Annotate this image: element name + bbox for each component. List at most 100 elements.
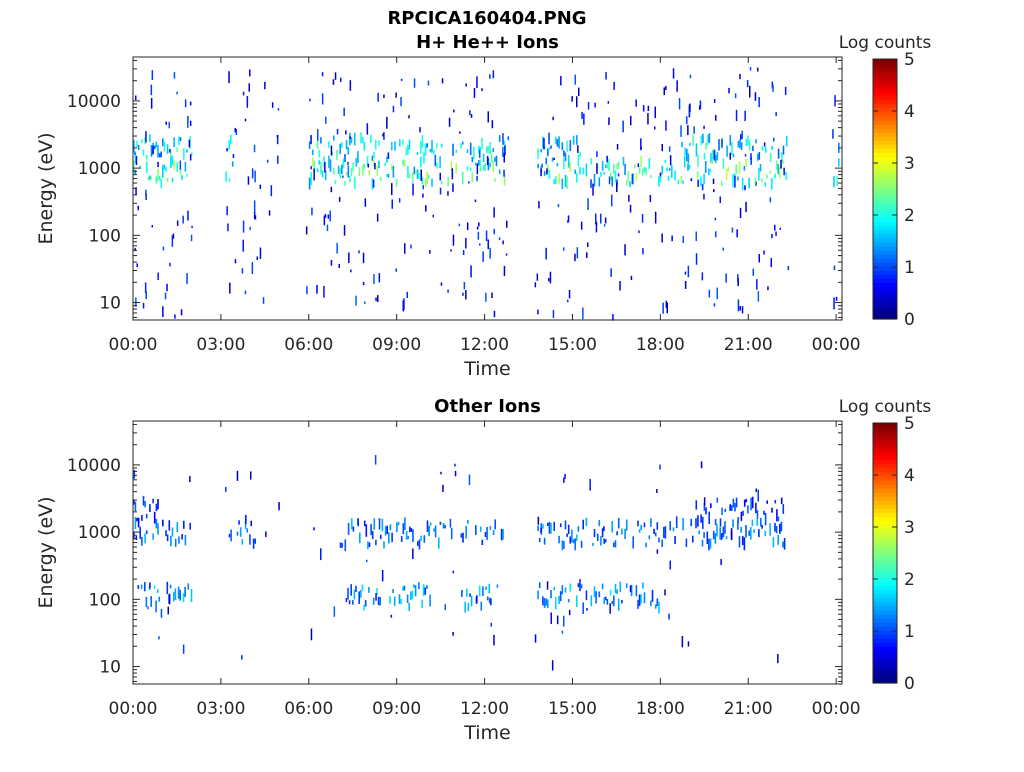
count-mark	[149, 175, 151, 180]
count-mark	[176, 220, 179, 226]
count-mark	[743, 499, 746, 507]
count-mark	[488, 597, 491, 604]
count-mark	[763, 250, 765, 255]
count-mark	[189, 476, 191, 482]
count-mark	[168, 593, 171, 605]
count-mark	[142, 149, 145, 156]
count-mark	[265, 531, 267, 538]
count-mark	[433, 528, 435, 532]
count-mark	[601, 583, 604, 590]
colorbar-segment	[873, 561, 897, 566]
count-mark	[542, 596, 544, 606]
count-mark	[256, 256, 258, 260]
count-mark	[616, 182, 618, 193]
count-mark	[469, 142, 472, 156]
count-mark	[329, 210, 331, 222]
count-mark	[680, 176, 683, 184]
colorbar-segment	[873, 229, 897, 235]
count-mark	[719, 518, 722, 527]
count-mark	[403, 159, 406, 168]
count-mark	[608, 159, 610, 172]
count-mark	[486, 156, 489, 165]
count-mark	[364, 301, 366, 304]
count-mark	[709, 169, 712, 173]
count-mark	[244, 118, 247, 122]
count-mark	[580, 540, 583, 548]
colorbar-segment	[873, 59, 897, 64]
count-mark	[461, 590, 463, 597]
colorbar-segment	[873, 193, 897, 198]
count-mark	[722, 247, 724, 251]
colorbar-segment	[873, 439, 897, 444]
count-mark	[330, 186, 333, 193]
count-mark	[725, 536, 728, 540]
colorbar-segment	[873, 565, 897, 570]
colorbar-segment	[873, 99, 897, 105]
count-mark	[642, 582, 644, 589]
count-mark	[165, 121, 167, 125]
count-mark	[345, 130, 347, 135]
count-mark	[749, 85, 751, 98]
count-mark	[155, 176, 158, 184]
count-mark	[680, 125, 682, 137]
count-mark	[142, 496, 145, 506]
count-mark	[567, 154, 570, 168]
count-mark	[780, 521, 783, 532]
count-mark	[473, 88, 476, 98]
count-mark	[248, 83, 250, 92]
count-mark	[135, 536, 138, 541]
colorbar-segment	[873, 258, 897, 263]
count-mark	[731, 505, 733, 511]
count-mark	[372, 597, 375, 605]
count-mark	[745, 525, 747, 538]
colorbar-tick-label: 3	[904, 518, 915, 538]
count-mark	[145, 189, 147, 195]
count-mark	[756, 279, 758, 290]
count-mark	[705, 142, 707, 150]
count-mark	[719, 196, 721, 204]
colorbar-tick-label: 4	[904, 466, 915, 486]
count-mark	[574, 253, 576, 262]
colorbar-segment	[873, 124, 897, 129]
count-mark	[442, 484, 444, 493]
count-mark	[686, 116, 688, 125]
count-mark	[550, 590, 552, 599]
count-mark	[548, 132, 550, 145]
count-mark	[249, 534, 251, 545]
x-tick-label: 18:00	[636, 699, 685, 719]
count-mark	[738, 536, 741, 548]
count-mark	[420, 156, 422, 168]
count-mark	[637, 599, 639, 609]
y-axis-label: Energy (eV)	[35, 132, 57, 244]
count-mark	[388, 532, 390, 544]
count-mark	[420, 141, 422, 154]
count-mark	[616, 144, 619, 150]
count-mark	[667, 175, 670, 182]
count-mark	[476, 595, 478, 604]
count-mark	[561, 585, 564, 595]
count-mark	[141, 139, 143, 144]
count-mark	[386, 173, 388, 177]
count-mark	[571, 529, 573, 543]
count-mark	[421, 176, 424, 185]
colorbar-segment	[873, 593, 897, 599]
count-mark	[374, 455, 377, 465]
count-mark	[395, 92, 397, 98]
count-mark	[616, 163, 618, 170]
count-mark	[769, 170, 771, 174]
count-mark	[564, 520, 567, 530]
count-mark	[362, 164, 364, 176]
count-mark	[647, 113, 649, 125]
count-mark	[479, 146, 482, 151]
count-mark	[569, 140, 572, 151]
count-mark	[777, 516, 780, 522]
count-mark	[579, 151, 581, 157]
count-mark	[476, 76, 478, 89]
count-mark	[399, 139, 401, 147]
colorbar-segment	[873, 314, 897, 320]
count-mark	[402, 159, 404, 166]
count-mark	[611, 176, 613, 187]
x-tick-label: 06:00	[284, 699, 333, 719]
count-mark	[491, 292, 493, 298]
count-mark	[669, 155, 672, 166]
